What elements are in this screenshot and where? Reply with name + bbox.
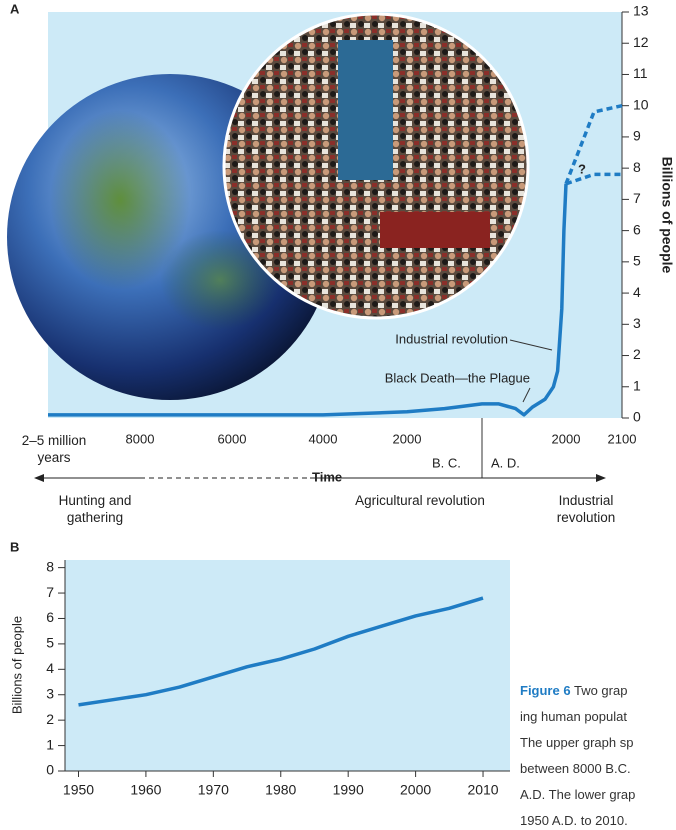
y-tick-label: 5	[633, 253, 641, 269]
caption-text: The upper graph sp	[520, 735, 634, 750]
y-axis-title: Billions of people	[659, 157, 675, 274]
y-tick-label: 2	[633, 346, 641, 362]
crowd-sign	[380, 212, 490, 248]
era-label: Agricultural revolution	[355, 493, 485, 508]
x-tick-label: 1950	[63, 782, 94, 798]
y-tick-label: 8	[633, 159, 641, 175]
arrowhead	[34, 474, 44, 482]
era-label: Industrial revolution	[556, 493, 616, 525]
x-tick-label: 1980	[265, 782, 296, 798]
caption-text: 1950 A.D. to 2010.	[520, 813, 628, 828]
line-series	[564, 103, 623, 185]
y-tick-label: 8	[46, 558, 54, 574]
y-tick-label: 0	[633, 409, 641, 425]
x-tick-label: 1990	[333, 782, 364, 798]
y-tick-label: 12	[633, 34, 649, 50]
annotation: Industrial revolution	[395, 331, 508, 346]
annotation: Black Death—the Plague	[385, 370, 530, 385]
leader-line	[522, 387, 531, 403]
line-series	[78, 596, 484, 707]
y-tick-label: 11	[633, 65, 648, 81]
panel-label: B	[10, 539, 19, 554]
plot-area	[65, 560, 510, 771]
y-tick-label: 4	[633, 284, 641, 300]
x-tick-label: 2000	[393, 431, 422, 446]
leader-line	[509, 339, 553, 351]
y-tick-label: 7	[46, 584, 54, 600]
y-tick-label: 0	[46, 762, 54, 778]
earth-land	[160, 230, 280, 330]
x-tick-label: 8000	[126, 431, 155, 446]
y-tick-label: 3	[46, 685, 54, 701]
x-tick-label: 4000	[309, 431, 338, 446]
y-tick-label: 2	[46, 711, 54, 727]
y-tick-label: 6	[46, 609, 54, 625]
x-tick-label: 1970	[198, 782, 229, 798]
y-tick-label: 1	[633, 377, 641, 393]
crowd-kiosk	[338, 40, 393, 180]
earth-land	[50, 110, 190, 290]
caption-label: Figure 6	[520, 683, 571, 698]
y-tick-label: 1	[46, 736, 54, 752]
y-axis-title: Billions of people	[9, 616, 24, 714]
y-tick-label: 9	[633, 128, 641, 144]
x-tick-label: 2010	[467, 782, 498, 798]
y-tick-label: 3	[633, 315, 641, 331]
arrowhead	[596, 474, 606, 482]
caption-line: Figure 6 Two grap	[520, 683, 627, 698]
caption-text: Two grap	[573, 683, 628, 698]
y-tick-label: 4	[46, 660, 54, 676]
x-tick-label: 6000	[218, 431, 247, 446]
annotation: A. D.	[491, 455, 520, 470]
y-tick-label: 5	[46, 635, 54, 651]
x-tick-label: 2000	[400, 782, 431, 798]
x-tick-label: 2100	[608, 431, 637, 446]
y-tick-label: 7	[633, 190, 641, 206]
caption-text: between 8000 B.C.	[520, 761, 631, 776]
annotation: Time	[312, 469, 342, 484]
panel-label: A	[10, 1, 20, 16]
x-tick-label: 2000	[552, 431, 581, 446]
caption-text: ing human populat	[520, 709, 627, 724]
caption-text: A.D. The lower grap	[520, 787, 636, 802]
line-series	[48, 183, 568, 417]
annotation: ?	[578, 161, 586, 176]
x-tick-label: 1960	[130, 782, 161, 798]
x-start-label: 2–5 million years	[21, 433, 87, 465]
y-tick-label: 13	[633, 3, 649, 19]
y-tick-label: 6	[633, 221, 641, 237]
annotation: B. C.	[432, 455, 461, 470]
era-label: Hunting and gathering	[58, 493, 132, 525]
y-tick-label: 10	[633, 96, 649, 112]
